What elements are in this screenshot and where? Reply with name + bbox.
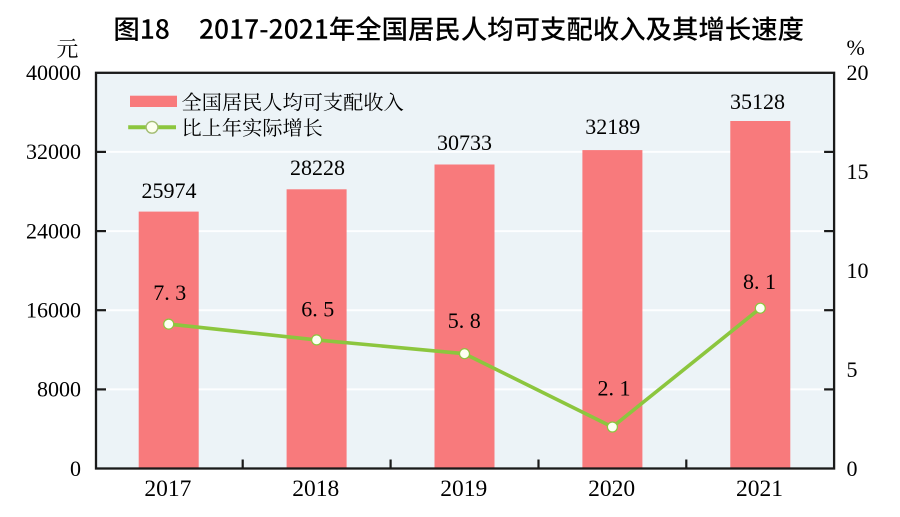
svg-text:2018: 2018 xyxy=(292,476,339,502)
svg-text:2017: 2017 xyxy=(144,476,191,502)
svg-text:5. 8: 5. 8 xyxy=(448,308,481,333)
svg-text:8. 1: 8. 1 xyxy=(743,269,776,294)
svg-text:32189: 32189 xyxy=(585,114,640,139)
svg-text:0: 0 xyxy=(847,456,858,481)
svg-text:25974: 25974 xyxy=(142,178,197,203)
svg-text:8000: 8000 xyxy=(37,377,81,402)
svg-text:28228: 28228 xyxy=(290,155,345,180)
svg-text:0: 0 xyxy=(70,456,81,481)
svg-text:2019: 2019 xyxy=(440,476,487,502)
svg-text:5: 5 xyxy=(847,357,858,382)
svg-text:2021: 2021 xyxy=(736,476,783,502)
svg-text:7. 3: 7. 3 xyxy=(153,280,186,305)
svg-text:10: 10 xyxy=(847,258,869,283)
svg-text:%: % xyxy=(847,35,865,60)
svg-text:35128: 35128 xyxy=(730,89,785,114)
svg-text:2020: 2020 xyxy=(588,476,635,502)
svg-text:15: 15 xyxy=(847,159,869,184)
svg-text:40000: 40000 xyxy=(26,60,81,85)
svg-text:24000: 24000 xyxy=(26,218,81,243)
svg-text:16000: 16000 xyxy=(26,298,81,323)
svg-text:20: 20 xyxy=(847,60,869,85)
svg-text:30733: 30733 xyxy=(437,130,492,155)
svg-text:32000: 32000 xyxy=(26,139,81,164)
svg-text:6. 5: 6. 5 xyxy=(301,297,334,322)
svg-text:2. 1: 2. 1 xyxy=(598,375,631,400)
